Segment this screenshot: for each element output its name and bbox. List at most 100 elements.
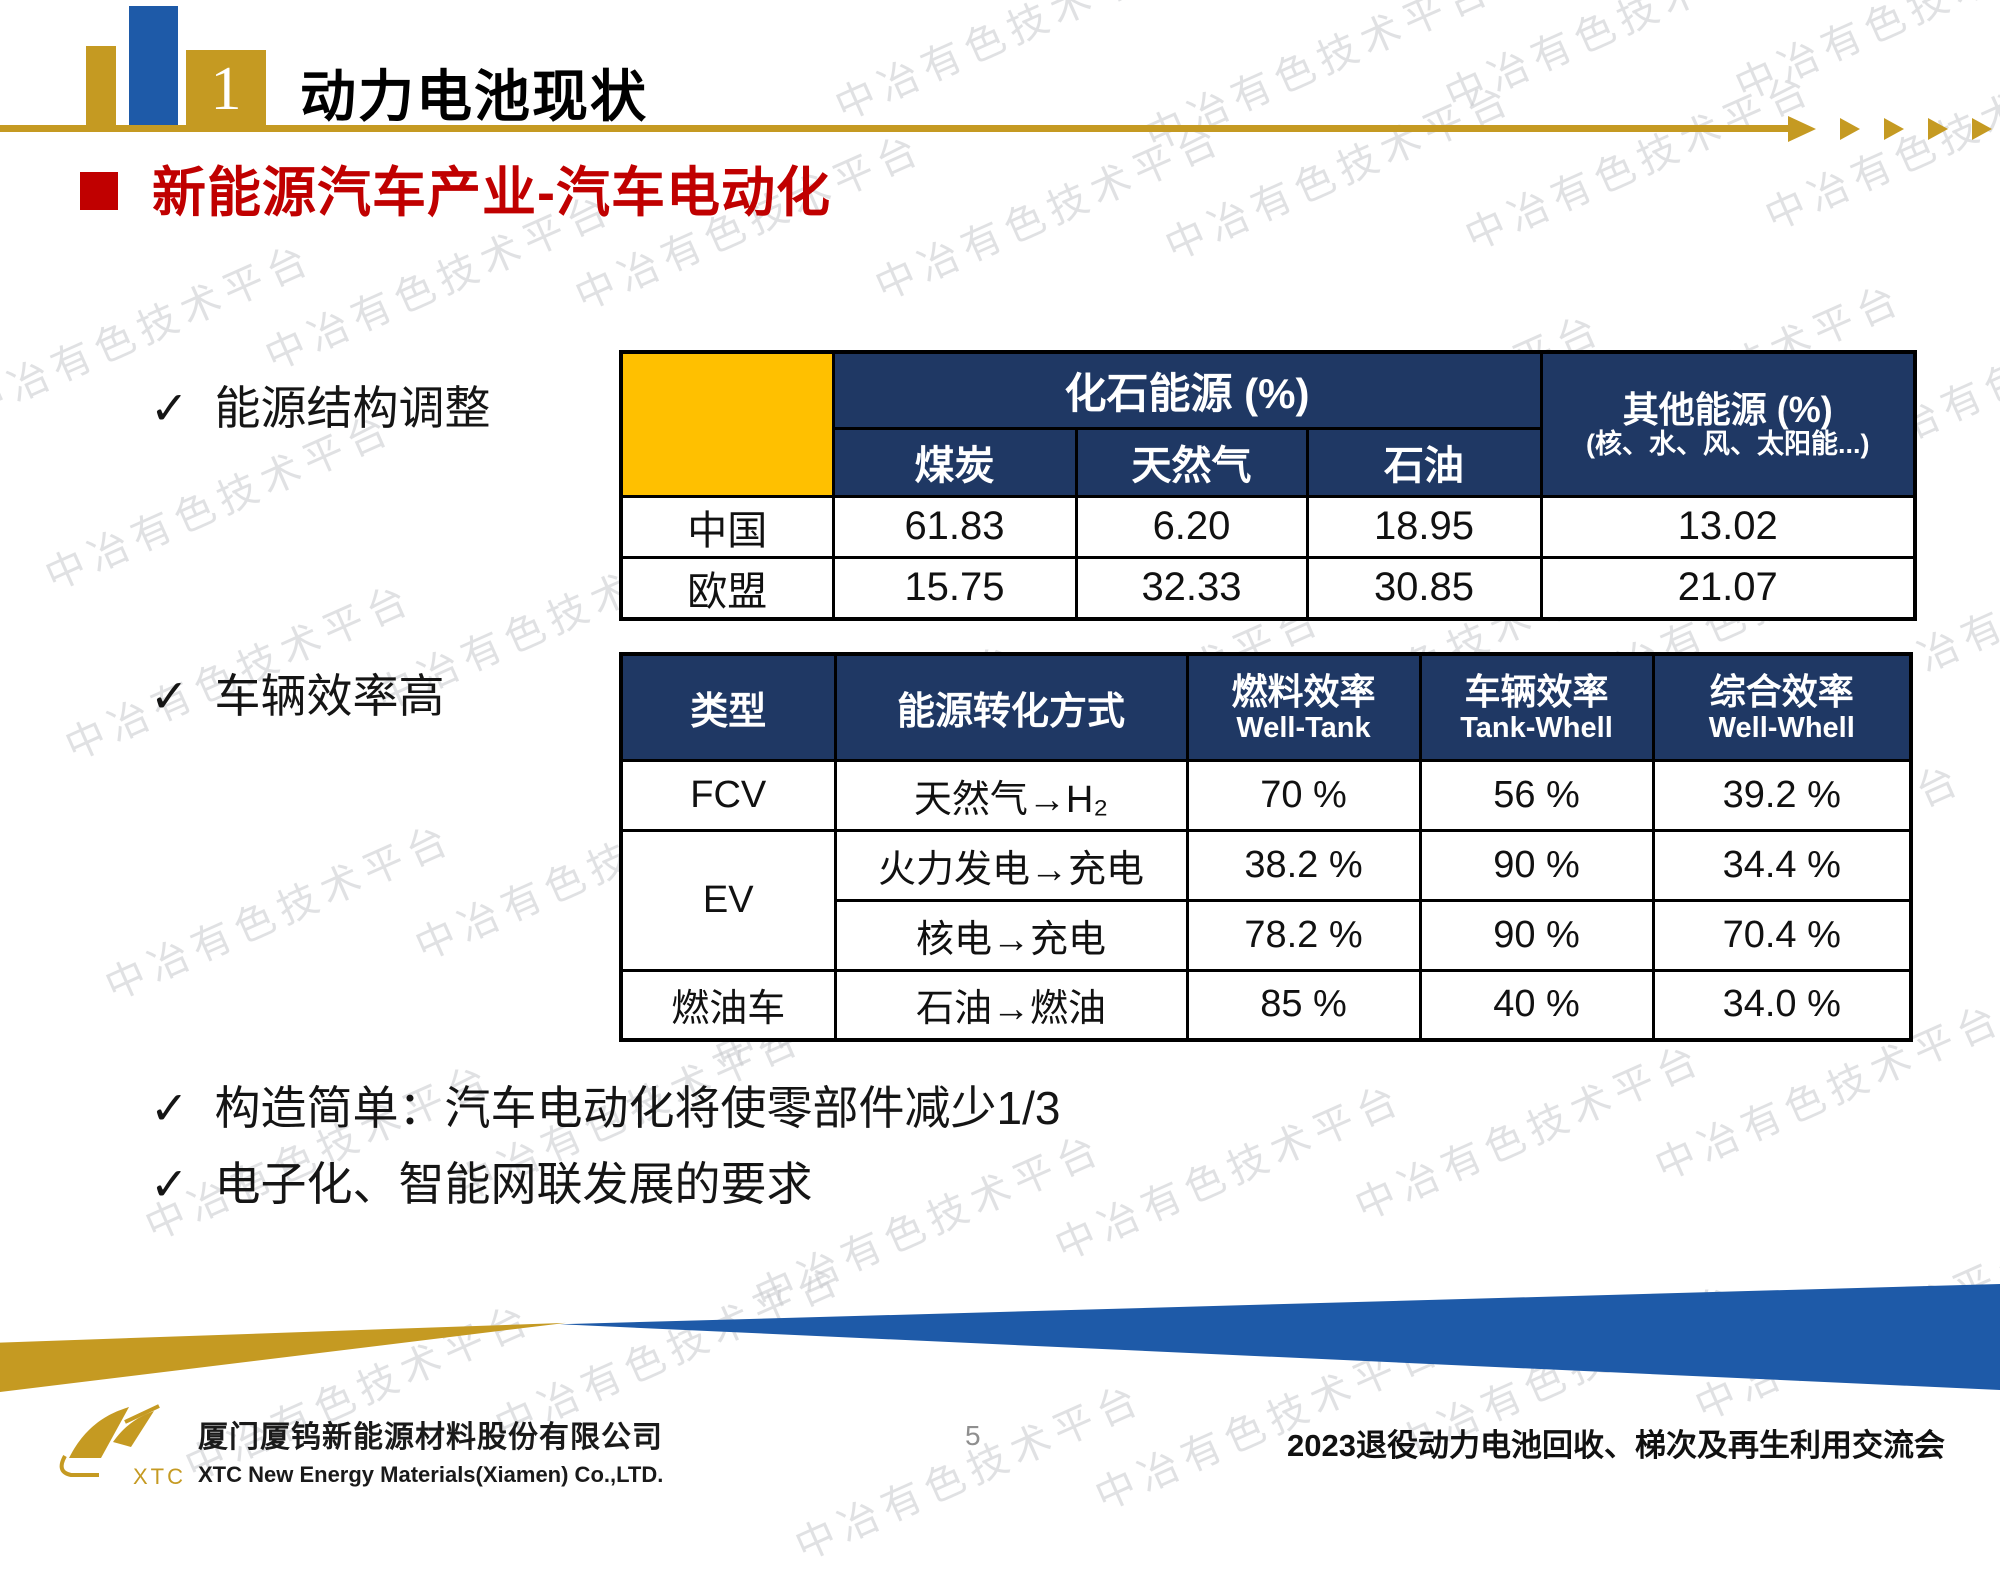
table-row: FCV 天然气→H₂ 70 % 56 % 39.2 % <box>619 758 1913 832</box>
table-row: 核电→充电 78.2 % 90 % 70.4 % <box>621 898 1913 972</box>
decor-bar-blue <box>129 6 178 128</box>
col-header-oil: 石油 <box>1305 426 1543 498</box>
watermark-text: 中冶有色技术平台 <box>788 1376 1151 1570</box>
watermark-text: 中冶有色技术平台 <box>1438 0 1801 120</box>
watermark-text: 中冶有色技术平台 <box>868 116 1231 310</box>
section-number: 1 <box>210 55 242 123</box>
fuel-efficiency-cn: 燃料效率 <box>1231 670 1376 712</box>
bullet-text: 构造简单：汽车电动化将使零部件减少1/3 <box>214 1082 1061 1134</box>
decor-wedge-gold <box>0 1322 566 1392</box>
efficiency-table: 类型 能源转化方式 燃料效率 Well-Tank 车辆效率 Tank-Whell… <box>619 652 1913 1042</box>
cell-fuel: 78.2 % <box>1185 898 1422 972</box>
col-header-coal: 煤炭 <box>831 426 1078 498</box>
bullet-text: 车辆效率高 <box>214 670 445 722</box>
cell-fuel: 85 % <box>1185 968 1422 1042</box>
conference-title: 2023退役动力电池回收、梯次及再生利用交流会 <box>1287 1428 1945 1463</box>
row-label: 中国 <box>619 494 835 559</box>
group-header-cell: 化石能源 (%) <box>831 350 1543 430</box>
company-name-en: XTC New Energy Materials(Xiamen) Co.,LTD… <box>198 1462 664 1487</box>
cell-gas: 32.33 <box>1074 555 1309 620</box>
cell-other: 13.02 <box>1539 494 1917 559</box>
red-square-bullet-icon <box>80 172 118 210</box>
cell-method: 石油→燃油 <box>833 968 1189 1042</box>
cell-other: 21.07 <box>1539 555 1917 620</box>
xtc-logo-icon: XTC <box>55 1400 190 1497</box>
sub-heading: 新能源汽车产业-汽车电动化 <box>152 163 831 223</box>
cell-vehicle: 40 % <box>1418 968 1655 1042</box>
cell-vehicle: 90 % <box>1418 898 1655 972</box>
table-row: 燃油车 石油→燃油 85 % 40 % 34.0 % <box>619 968 1913 1042</box>
table-row: 中国 61.83 6.20 18.95 13.02 <box>619 494 1917 559</box>
row-label: 欧盟 <box>619 555 835 620</box>
chevron-right-icon <box>1972 118 1992 140</box>
cell-method: 火力发电→充电 <box>833 828 1189 902</box>
header-underline <box>0 125 1788 132</box>
cell-oil: 30.85 <box>1305 555 1543 620</box>
cell-fuel: 38.2 % <box>1185 828 1422 902</box>
col-header-method: 能源转化方式 <box>833 652 1189 762</box>
corner-cell <box>619 350 835 498</box>
bullet-energy-structure: ✓ 能源结构调整 <box>150 372 491 438</box>
cell-coal: 61.83 <box>831 494 1078 559</box>
decor-bar-gold <box>86 46 116 128</box>
chevron-right-icon <box>1928 118 1948 140</box>
company-block: 厦门厦钨新能源材料股份有限公司 XTC New Energy Materials… <box>198 1412 663 1488</box>
company-name-cn: 厦门厦钨新能源材料股份有限公司 <box>198 1421 663 1454</box>
check-icon: ✓ <box>150 1082 189 1134</box>
watermark-text: 中冶有色技术平台 <box>98 816 461 1010</box>
logo-text: XTC <box>133 1464 186 1489</box>
overall-efficiency-en: Well-Whell <box>1708 711 1855 744</box>
cell-type: 燃油车 <box>619 968 837 1042</box>
bullet-electronics: ✓ 电子化、智能网联发展的要求 <box>150 1148 813 1214</box>
col-header-gas: 天然气 <box>1074 426 1309 498</box>
overall-efficiency-cn: 综合效率 <box>1709 670 1854 712</box>
watermark-text: 中冶有色技术平台 <box>828 0 1191 130</box>
watermark-text: 中冶有色技术平台 <box>748 1126 1111 1320</box>
chevron-right-icon <box>1840 118 1860 140</box>
other-energy-header-cell: 其他能源 (%) (核、水、风、太阳能...) <box>1539 350 1917 498</box>
page-title: 动力电池现状 <box>300 65 648 128</box>
check-icon: ✓ <box>150 1158 189 1210</box>
energy-structure-table: 化石能源 (%) 其他能源 (%) (核、水、风、太阳能...) 煤炭 天然气 … <box>619 350 1917 621</box>
decor-wedge-blue <box>560 1284 2000 1390</box>
fuel-efficiency-en: Well-Tank <box>1236 711 1371 744</box>
cell-type: EV <box>619 828 837 972</box>
other-energy-title: 其他能源 (%) <box>1622 388 1833 430</box>
bullet-text: 电子化、智能网联发展的要求 <box>214 1158 813 1210</box>
other-energy-subtitle: (核、水、风、太阳能...) <box>1586 429 1870 460</box>
watermark-text: 中冶有色技术平台 <box>1138 0 1501 160</box>
cell-method: 核电→充电 <box>833 898 1189 972</box>
section-number-badge: 1 <box>186 50 266 128</box>
cell-type: FCV <box>619 758 837 832</box>
col-header-type: 类型 <box>619 652 837 762</box>
check-icon: ✓ <box>150 670 189 722</box>
check-icon: ✓ <box>150 382 189 434</box>
cell-overall: 39.2 % <box>1651 758 1913 832</box>
watermark-text: 中冶有色技术平台 <box>1048 1076 1411 1270</box>
vehicle-efficiency-en: Tank-Whell <box>1460 711 1613 744</box>
cell-fuel: 70 % <box>1185 758 1422 832</box>
cell-overall: 34.4 % <box>1651 828 1913 902</box>
watermark-text: 中冶有色技术平台 <box>1458 66 1821 260</box>
cell-overall: 70.4 % <box>1651 898 1913 972</box>
cell-method: 天然气→H₂ <box>833 758 1189 832</box>
chevron-right-icon <box>1884 118 1904 140</box>
watermark-text: 中冶有色技术平台 <box>1158 76 1521 270</box>
cell-overall: 34.0 % <box>1651 968 1913 1042</box>
col-header-overall: 综合效率 Well-Whell <box>1651 652 1913 762</box>
page-number: 5 <box>965 1420 981 1451</box>
cell-vehicle: 90 % <box>1418 828 1655 902</box>
bullet-text: 能源结构调整 <box>214 382 491 434</box>
cell-gas: 6.20 <box>1074 494 1309 559</box>
watermark-text: 中冶有色技术平台 <box>1728 0 2000 110</box>
cell-vehicle: 56 % <box>1418 758 1655 832</box>
cell-coal: 15.75 <box>831 555 1078 620</box>
col-header-fuel: 燃料效率 Well-Tank <box>1185 652 1422 762</box>
watermark-text: 中冶有色技术平台 <box>1348 1036 1711 1230</box>
col-header-vehicle: 车辆效率 Tank-Whell <box>1418 652 1655 762</box>
table-row: 欧盟 15.75 32.33 30.85 21.07 <box>619 555 1917 620</box>
vehicle-efficiency-cn: 车辆效率 <box>1464 670 1609 712</box>
cell-oil: 18.95 <box>1305 494 1543 559</box>
table-row: EV 火力发电→充电 38.2 % 90 % 34.4 % <box>619 828 1913 972</box>
bullet-vehicle-efficiency: ✓ 车辆效率高 <box>150 660 445 726</box>
